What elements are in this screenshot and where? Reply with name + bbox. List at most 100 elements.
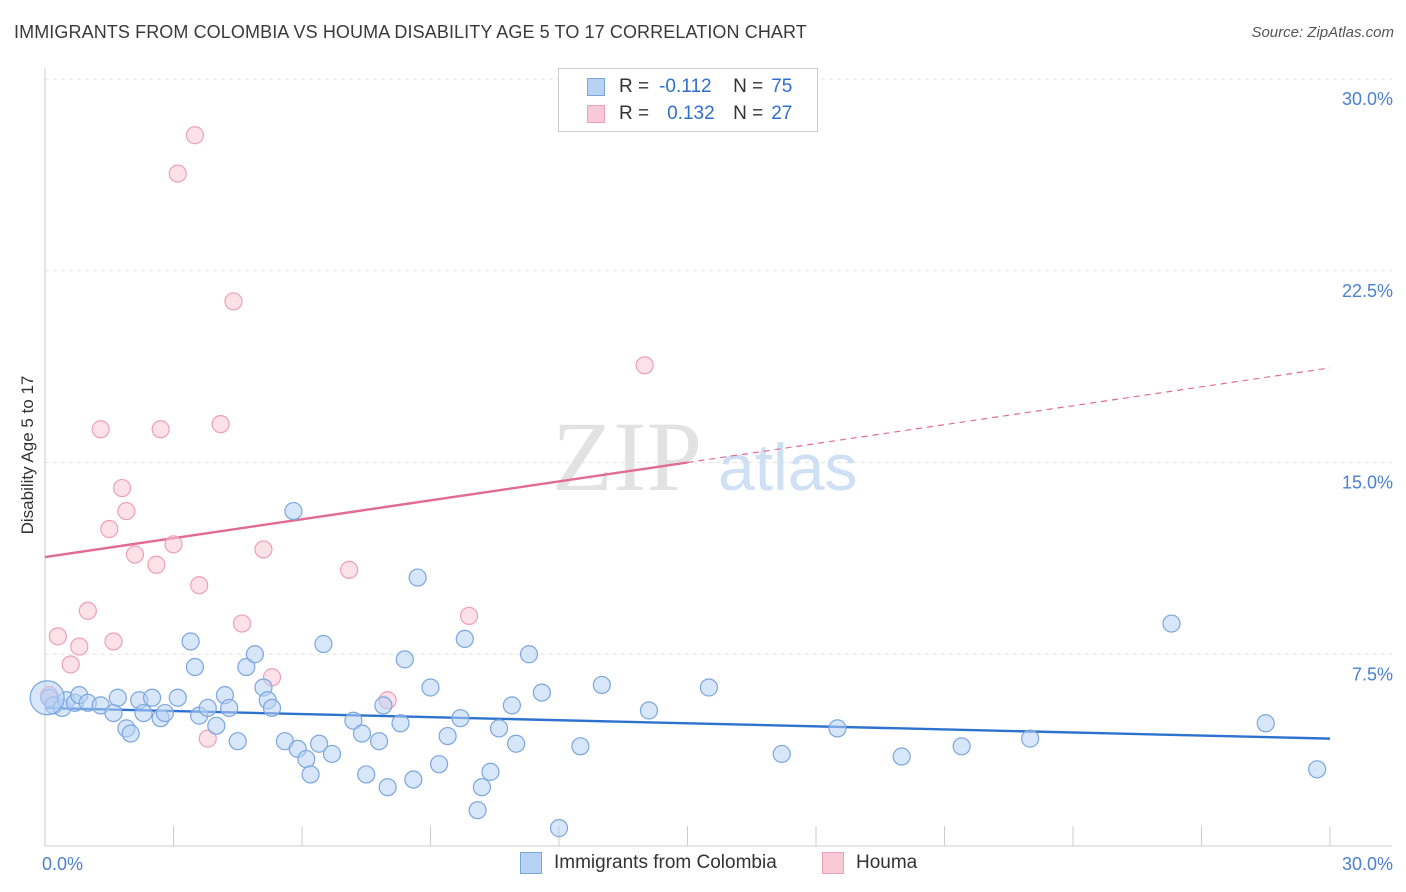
colombia-point (472, 778, 491, 797)
houma-trend-extension (687, 367, 1331, 464)
houma-legend-swatch (822, 852, 844, 874)
houma-swatch (587, 105, 605, 123)
colombia-point (155, 703, 175, 723)
houma-point (112, 478, 132, 498)
houma-point (168, 164, 187, 183)
colombia-point (207, 716, 226, 735)
colombia-point (502, 696, 521, 715)
colombia-point (352, 724, 372, 743)
houma-r-value: 0.132 (667, 103, 715, 124)
houma-point (211, 415, 230, 434)
n-key: N = (733, 76, 764, 97)
colombia-point (892, 747, 911, 766)
legend-item-colombia[interactable]: Immigrants from Colombia (520, 852, 777, 874)
colombia-point (284, 501, 303, 521)
colombia-point (121, 724, 140, 743)
x-tick-labels: 0.0% 30.0% (42, 854, 1393, 874)
colombia-point (455, 629, 474, 649)
houma-point (147, 555, 166, 574)
houma-point (164, 535, 183, 554)
colombia-point (828, 719, 847, 738)
chart-title: IMMIGRANTS FROM COLOMBIA VS HOUMA DISABI… (14, 22, 807, 42)
houma-n-value: 27 (771, 103, 793, 124)
colombia-point (549, 819, 569, 838)
colombia-point (429, 755, 449, 774)
legend-label-colombia: Immigrants from Colombia (554, 852, 777, 873)
colombia-point (404, 770, 423, 789)
houma-point (459, 606, 479, 626)
y-tick-label: 22.5% (1342, 281, 1393, 301)
colombia-point (220, 698, 239, 718)
houma-trend-line (44, 461, 688, 559)
houma-point (104, 632, 123, 651)
y-tick-label: 15.0% (1342, 473, 1393, 493)
source-label: Source: ZipAtlas.com (1251, 24, 1394, 41)
gridlines (45, 78, 1392, 655)
houma-point (635, 356, 654, 375)
colombia-point (699, 678, 719, 697)
colombia-point (108, 688, 127, 707)
colombia-point (104, 703, 123, 723)
colombia-point (481, 762, 500, 781)
colombia-points (29, 501, 1327, 838)
houma-point (78, 601, 97, 620)
colombia-swatch (587, 78, 605, 96)
colombia-point (451, 709, 470, 728)
colombia-point (1308, 760, 1327, 779)
colombia-point (395, 650, 414, 669)
houma-point (100, 519, 119, 539)
watermark-zip: ZIP (552, 401, 702, 512)
legend-label-houma: Houma (856, 852, 918, 873)
colombia-point (29, 680, 65, 716)
colombia-point (421, 678, 440, 697)
r-key: R = (619, 103, 650, 124)
colombia-point (344, 711, 363, 730)
colombia-point (198, 698, 217, 718)
colombia-point (322, 744, 342, 764)
colombia-point (237, 657, 256, 677)
colombia-point (507, 734, 526, 753)
colombia-legend-swatch (520, 852, 542, 874)
colombia-point (370, 732, 389, 751)
houma-point (232, 614, 252, 633)
houma-point (340, 560, 359, 579)
houma-point (185, 126, 205, 145)
colombia-point (438, 726, 457, 746)
colombia-point (181, 632, 200, 651)
colombia-point (142, 688, 162, 707)
colombia-point (408, 568, 427, 587)
x-tick-label: 30.0% (1342, 854, 1393, 874)
colombia-point (571, 737, 590, 756)
colombia-point (357, 765, 376, 784)
n-key: N = (733, 103, 764, 124)
colombia-point (1021, 729, 1040, 748)
colombia-n-value: 75 (771, 76, 793, 97)
houma-point (91, 420, 110, 439)
colombia-point (952, 737, 971, 756)
r-key: R = (619, 76, 650, 97)
houma-point (125, 545, 145, 564)
houma-point (48, 627, 67, 646)
x-tick-label: 0.0% (42, 854, 83, 874)
colombia-point (391, 714, 410, 733)
colombia-point (134, 703, 153, 723)
colombia-point (262, 698, 282, 718)
houma-point (151, 420, 170, 439)
legend-item-houma[interactable]: Houma (822, 852, 917, 874)
y-tick-label: 7.5% (1352, 664, 1393, 684)
colombia-point (297, 749, 316, 769)
colombia-point (374, 696, 393, 715)
trend-lines (44, 367, 1331, 740)
colombia-point (592, 675, 611, 695)
watermark-atlas: atlas (718, 430, 857, 504)
colombia-r-value: -0.112 (659, 76, 712, 97)
houma-points (40, 126, 654, 748)
watermark: ZIP atlas (552, 401, 857, 512)
colombia-point (168, 688, 187, 707)
houma-point (224, 292, 243, 311)
colombia-point (185, 657, 205, 677)
colombia-point (532, 683, 551, 702)
stats-row-colombia: R = -0.112 N = 75 (559, 74, 792, 100)
houma-point (254, 540, 273, 559)
